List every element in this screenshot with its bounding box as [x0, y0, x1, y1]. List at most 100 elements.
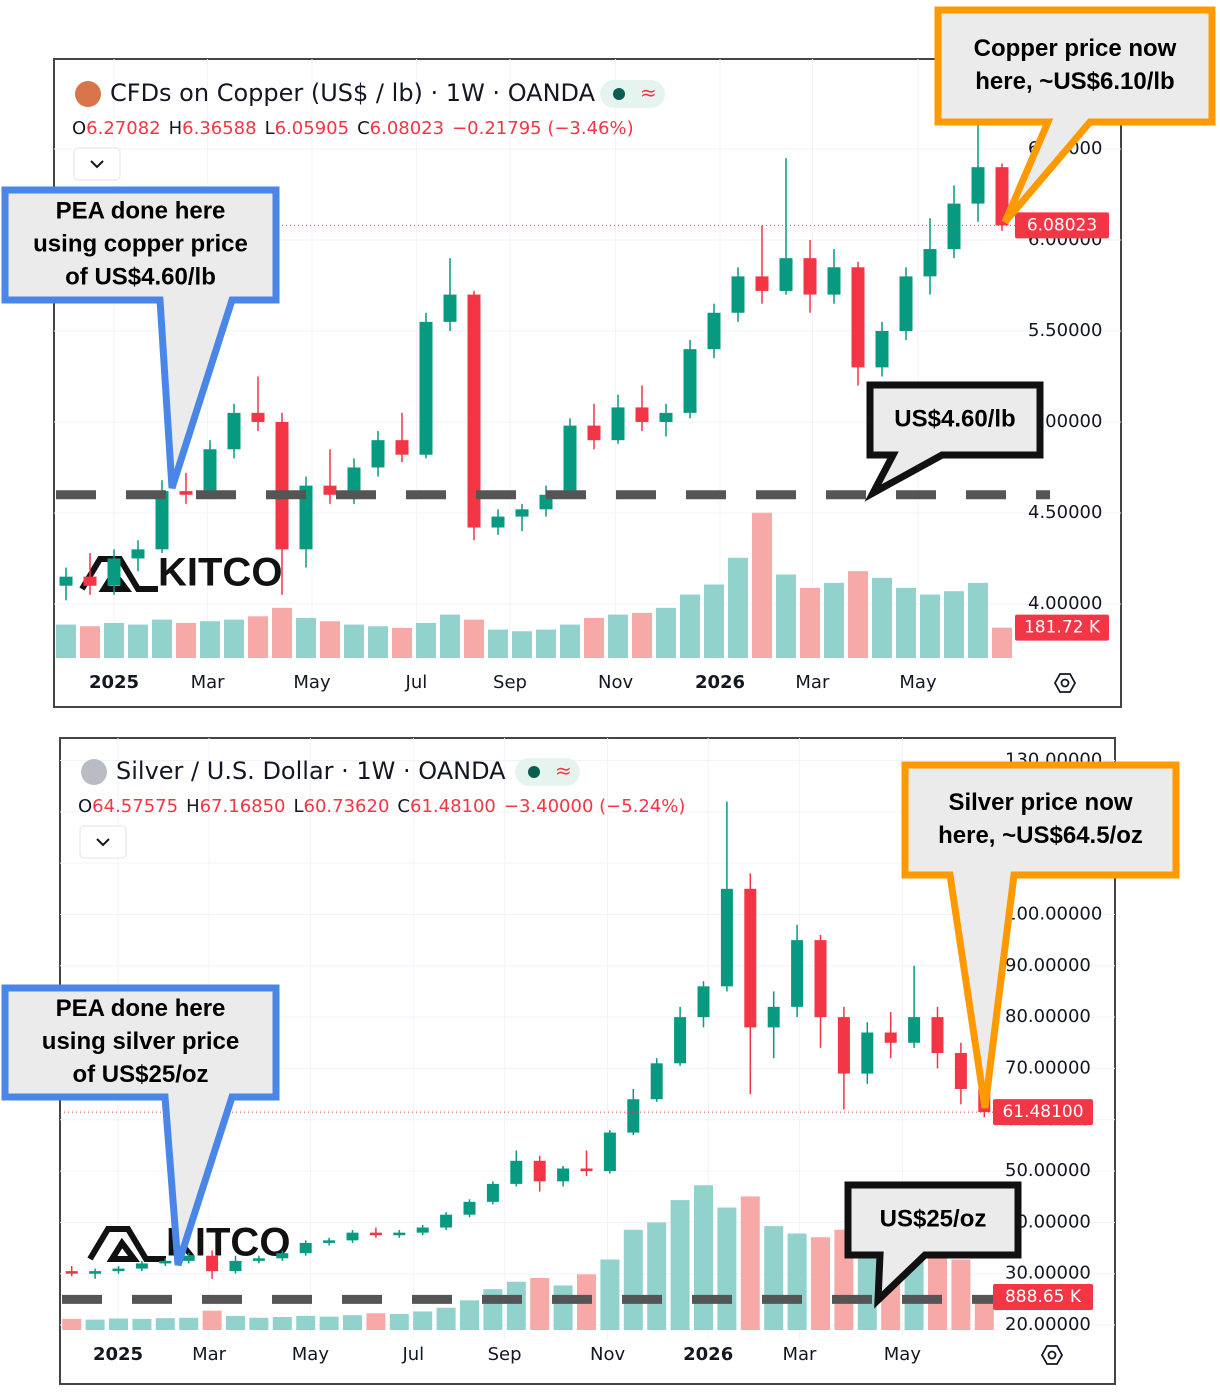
candle-body: [443, 294, 457, 322]
candle-body: [276, 1253, 289, 1259]
x-tick-label: Jul: [401, 1344, 424, 1365]
volume-bar: [319, 1316, 339, 1330]
settings-gear[interactable]: [1040, 1345, 1064, 1365]
volume-bar: [968, 582, 988, 658]
candle-body: [931, 1017, 944, 1054]
candle-body: [650, 1063, 663, 1100]
candle-body: [611, 407, 625, 441]
dropdown-button[interactable]: [73, 147, 121, 181]
volume-bar: [848, 571, 868, 658]
x-tick-label: 2026: [695, 672, 745, 693]
candle-body: [563, 425, 577, 495]
candle-body: [371, 440, 385, 468]
x-tick-label: Mar: [782, 1344, 817, 1365]
candle-body: [440, 1214, 453, 1228]
volume-bar: [992, 627, 1012, 658]
volume-bar: [680, 594, 700, 658]
ohlc-legend: O6.27082 H6.36588 L6.05905 C6.08023 −0.21795…: [72, 118, 634, 139]
candle-body: [155, 491, 169, 550]
volume-bar: [740, 1196, 760, 1330]
candle-body: [463, 1201, 476, 1215]
volume-bar: [296, 1315, 316, 1330]
volume-bar: [104, 622, 124, 658]
ohlc-item: H: [186, 796, 200, 817]
volume-bar: [109, 1318, 128, 1330]
volume-bar: [951, 1259, 971, 1330]
volume-bar: [179, 1317, 199, 1330]
x-tick-label: 2025: [93, 1344, 143, 1365]
volume-bar: [717, 1207, 737, 1330]
callout-text: here, ~US$6.10/lb: [975, 68, 1174, 95]
settings-gear-center: [1047, 1350, 1057, 1360]
callout: [934, 6, 1216, 225]
x-tick-label: Mar: [795, 672, 830, 693]
candle-body: [587, 425, 601, 441]
volume-bar: [460, 1300, 479, 1330]
volume-bar: [56, 624, 76, 658]
callout: [901, 761, 1180, 1109]
volume-bar: [944, 591, 964, 658]
volume-bar: [647, 1222, 667, 1330]
candle-body: [112, 1268, 125, 1272]
volume-label-box: [993, 1284, 1093, 1311]
volume-bar: [512, 631, 532, 658]
candle-body: [486, 1183, 499, 1202]
candle-body: [603, 1132, 616, 1172]
volume-bar: [824, 582, 844, 658]
volume-bar: [560, 624, 580, 658]
candle-body: [467, 294, 481, 528]
y-tick-label: 50.00000: [1005, 1160, 1091, 1181]
candle-body: [837, 1017, 850, 1074]
candle-body: [827, 267, 841, 295]
volume-bar: [176, 622, 196, 658]
candle-body: [803, 258, 817, 295]
callout-text: US$4.60/lb: [894, 405, 1015, 432]
callout: [1, 984, 280, 1267]
volume-bar: [623, 1229, 643, 1330]
candle-body: [875, 330, 889, 368]
ohlc-item: 64.57575: [92, 796, 178, 817]
y-tick-label: 40.00000: [1005, 1211, 1091, 1232]
candle-body: [557, 1168, 570, 1182]
volume-bar: [132, 1318, 152, 1330]
candle-body: [731, 276, 745, 313]
volume-bar: [506, 1281, 526, 1330]
volume-bar: [200, 621, 220, 658]
y-tick-label: 90.00000: [1005, 955, 1091, 976]
volume-bar: [80, 626, 100, 658]
candle-body: [659, 412, 673, 422]
volume-bar: [389, 1314, 409, 1330]
price-label: 6.08023: [1027, 215, 1097, 235]
volume-bar: [226, 1315, 245, 1330]
volume-label: 888.65 K: [1005, 1287, 1082, 1307]
candle-body: [203, 449, 217, 495]
dropdown-chevron: [90, 160, 104, 169]
volume-bar: [584, 617, 604, 658]
watermark-text: KITCO: [158, 551, 282, 595]
volume-bar: [296, 617, 316, 658]
y-tick-label: 5.00000: [1028, 411, 1102, 432]
volume-bar: [872, 577, 892, 658]
callout-text: Silver price now: [948, 789, 1132, 816]
candle-body: [369, 1232, 382, 1236]
settings-gear[interactable]: [1053, 673, 1077, 693]
candle-body: [683, 349, 697, 413]
dropdown-button[interactable]: [79, 825, 127, 859]
volume-bar: [344, 624, 364, 658]
candle-body: [755, 276, 769, 291]
candle-body: [674, 1017, 687, 1064]
callout-text: using silver price: [42, 1028, 239, 1055]
candle-body: [954, 1053, 967, 1089]
candle-body: [627, 1099, 640, 1133]
volume-bar: [530, 1278, 550, 1330]
volume-bar: [440, 614, 460, 658]
ohlc-item: −0.21795 (−3.46%): [452, 118, 634, 139]
callout: [864, 381, 1044, 502]
x-tick-label: Mar: [191, 672, 226, 693]
ohlc-item: 6.36588: [182, 118, 256, 139]
candle-body: [416, 1227, 429, 1233]
callout-text: PEA done here: [56, 995, 226, 1022]
x-tick-label: Nov: [590, 1344, 625, 1365]
volume-bar: [704, 584, 724, 658]
